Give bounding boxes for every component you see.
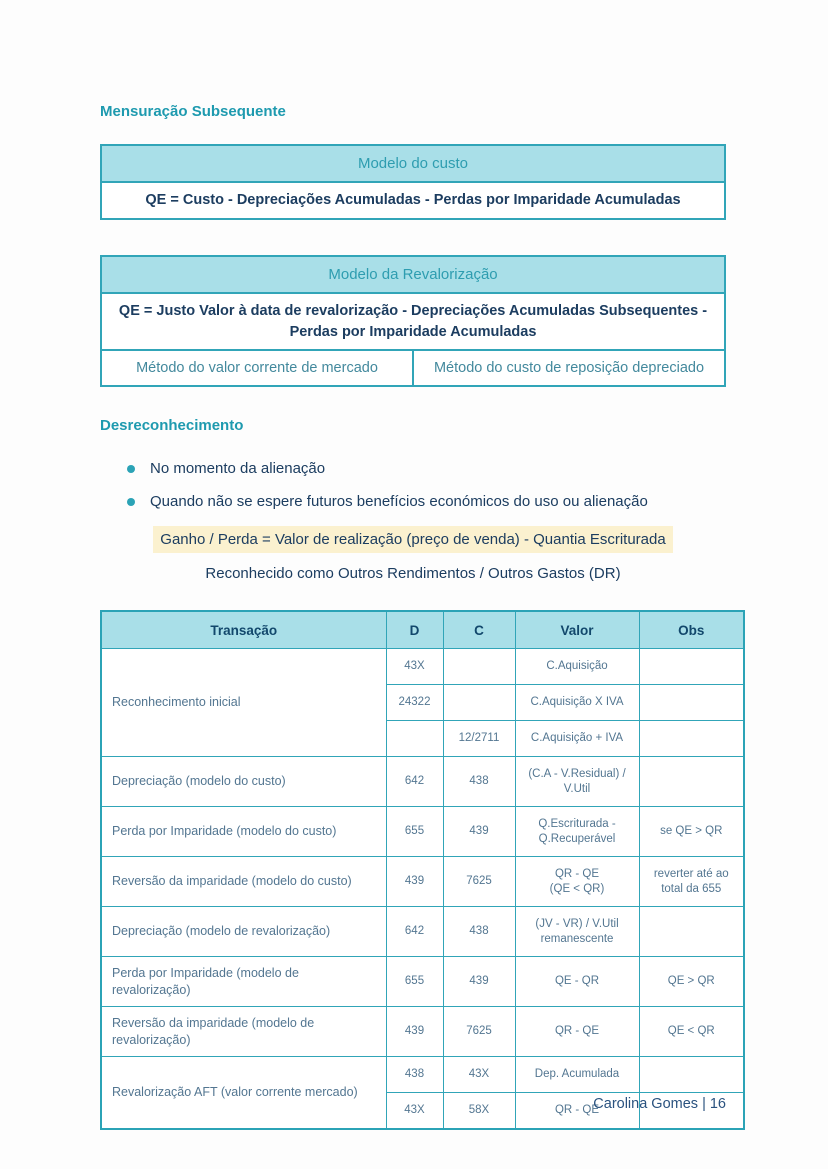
table-row: 43X 58X QR - QE <box>101 1092 745 1130</box>
tx-d: 439 <box>385 856 444 907</box>
section-heading-desreconhecimento: Desreconhecimento <box>100 417 244 434</box>
tx-d: 655 <box>385 806 444 857</box>
column-header-transacao: Transação <box>100 610 387 649</box>
revaluation-model-table: Modelo da Revalorização QE = Justo Valor… <box>100 255 726 387</box>
tx-c <box>442 684 516 721</box>
tx-c: 7625 <box>442 856 516 907</box>
bullet-item: Quando não se espere futuros benefícios … <box>100 492 726 512</box>
tx-obs: QE > QR <box>638 956 745 1007</box>
revaluation-model-title: Modelo da Revalorização <box>100 255 726 294</box>
table-header-row: Transação D C Valor Obs <box>100 610 745 649</box>
tx-valor: C.Aquisição + IVA <box>514 720 640 757</box>
cost-model-title: Modelo do custo <box>100 144 726 183</box>
tx-c: 439 <box>442 806 516 857</box>
tx-c: 438 <box>442 756 516 807</box>
table-row: 12/2711 C.Aquisição + IVA <box>101 720 745 757</box>
tx-valor: C.Aquisição X IVA <box>514 684 640 721</box>
tx-valor: Dep. Acumulada <box>514 1056 640 1093</box>
bullet-dot-icon <box>127 465 135 473</box>
tx-d: 24322 <box>385 684 444 721</box>
section-heading-mensuracao: Mensuração Subsequente <box>100 103 286 120</box>
tx-valor: (JV - VR) / V.Util remanescente <box>514 906 640 957</box>
recognition-note: Reconhecido como Outros Rendimentos / Ou… <box>205 565 621 582</box>
tx-label: Revalorização AFT (valor corrente mercad… <box>100 1056 387 1130</box>
tx-valor: QE - QR <box>514 956 640 1007</box>
tx-d <box>385 720 444 757</box>
tx-obs <box>638 648 745 685</box>
table-row: Reversão da imparidade (modelo do custo)… <box>100 856 745 907</box>
tx-c: 7625 <box>442 1006 516 1057</box>
table-row: 24322 C.Aquisição X IVA <box>101 684 745 721</box>
table-row: Depreciação (modelo de revalorização) 64… <box>100 906 745 957</box>
tx-d: 642 <box>385 906 444 957</box>
tx-obs: se QE > QR <box>638 806 745 857</box>
tx-obs <box>638 720 745 757</box>
tx-label: Depreciação (modelo do custo) <box>100 756 387 807</box>
tx-obs <box>638 756 745 807</box>
method-depreciated-replacement-cost: Método do custo de reposição depreciado <box>412 349 726 387</box>
bullet-text: Quando não se espere futuros benefícios … <box>150 493 648 510</box>
page-footer: Carolina Gomes | 16 <box>593 1096 726 1112</box>
tx-label: Reconhecimento inicial <box>100 648 387 757</box>
tx-valor: QR - QE <box>514 1006 640 1057</box>
tx-obs <box>638 684 745 721</box>
bullet-item: No momento da alienação <box>100 459 726 479</box>
tx-d: 439 <box>385 1006 444 1057</box>
tx-d: 438 <box>385 1056 444 1093</box>
derecognition-bullet-list: No momento da alienação Quando não se es… <box>100 459 726 512</box>
table-row: Reversão da imparidade (modelo de revalo… <box>100 1006 745 1057</box>
tx-label: Perda por Imparidade (modelo do custo) <box>100 806 387 857</box>
cost-model-formula: QE = Custo - Depreciações Acumuladas - P… <box>100 181 726 220</box>
column-header-valor: Valor <box>514 610 640 649</box>
table-row: Perda por Imparidade (modelo do custo) 6… <box>100 806 745 857</box>
tx-d: 642 <box>385 756 444 807</box>
tx-label: Reversão da imparidade (modelo do custo) <box>100 856 387 907</box>
transactions-table: Transação D C Valor Obs Reconhecimento i… <box>100 610 745 1130</box>
tx-obs: QE < QR <box>638 1006 745 1057</box>
tx-valor: Q.Escriturada - Q.Recuperável <box>514 806 640 857</box>
bullet-dot-icon <box>127 498 135 506</box>
tx-d: 655 <box>385 956 444 1007</box>
cost-model-table: Modelo do custo QE = Custo - Depreciaçõe… <box>100 144 726 220</box>
tx-valor: QR - QE (QE < QR) <box>514 856 640 907</box>
column-header-obs: Obs <box>638 610 745 649</box>
method-current-market-value: Método do valor corrente de mercado <box>100 349 414 387</box>
bullet-text: No momento da alienação <box>150 460 326 477</box>
highlighted-formula: Ganho / Perda = Valor de realização (pre… <box>153 526 673 553</box>
tx-valor: C.Aquisição <box>514 648 640 685</box>
tx-obs <box>638 906 745 957</box>
tx-obs <box>638 1056 745 1093</box>
tx-valor: QR - QE <box>514 1092 640 1130</box>
tx-d: 43X <box>385 1092 444 1130</box>
tx-d: 43X <box>385 648 444 685</box>
column-header-d: D <box>385 610 444 649</box>
tx-c: 43X <box>442 1056 516 1093</box>
table-row: Reconhecimento inicial 43X C.Aquisição <box>100 648 745 757</box>
tx-obs: reverter até ao total da 655 <box>638 856 745 907</box>
tx-label: Depreciação (modelo de revalorização) <box>100 906 387 957</box>
tx-c: 58X <box>442 1092 516 1130</box>
table-row: Perda por Imparidade (modelo de revalori… <box>100 956 745 1007</box>
gain-loss-formula-line: Ganho / Perda = Valor de realização (pre… <box>100 526 726 553</box>
table-row: Revalorização AFT (valor corrente mercad… <box>100 1056 745 1130</box>
tx-label: Reversão da imparidade (modelo de revalo… <box>100 1006 387 1057</box>
tx-label: Perda por Imparidade (modelo de revalori… <box>100 956 387 1007</box>
column-header-c: C <box>442 610 516 649</box>
tx-c: 438 <box>442 906 516 957</box>
tx-c <box>442 648 516 685</box>
tx-obs <box>638 1092 745 1130</box>
tx-valor: (C.A - V.Residual) / V.Util <box>514 756 640 807</box>
revaluation-model-formula: QE = Justo Valor à data de revalorização… <box>100 292 726 351</box>
table-row: Depreciação (modelo do custo) 642 438 (C… <box>100 756 745 807</box>
tx-c: 12/2711 <box>442 720 516 757</box>
tx-c: 439 <box>442 956 516 1007</box>
